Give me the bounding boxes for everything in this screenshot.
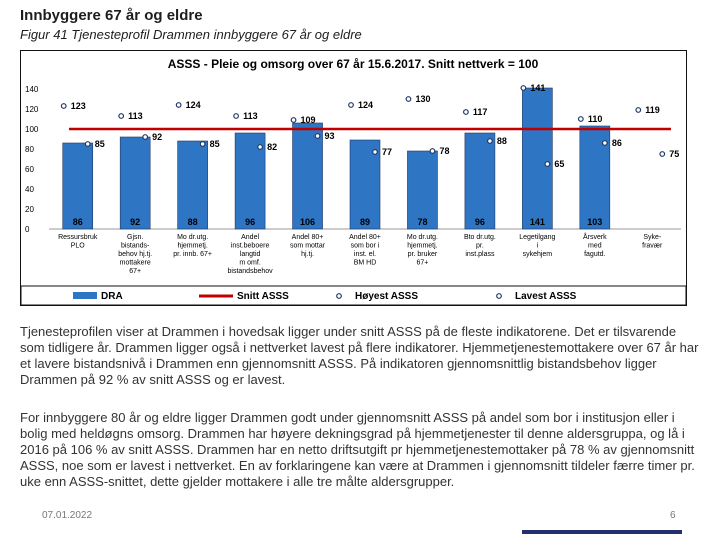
category-label: Andel 80+ som mottar hj.tj. — [290, 234, 326, 258]
highest-marker — [60, 103, 67, 109]
bar-value-label: 103 — [587, 217, 602, 227]
highest-value-label: 109 — [301, 115, 316, 125]
y-tick-label: 0 — [25, 225, 30, 234]
highest-marker — [463, 109, 469, 115]
highest-value-label: 124 — [358, 100, 373, 110]
legend-swatch-highest — [336, 293, 342, 299]
highest-marker — [175, 102, 182, 108]
lowest-value-label: 85 — [210, 139, 220, 149]
bar-value-label: 89 — [360, 217, 370, 227]
highest-value-label: 123 — [71, 101, 86, 111]
highest-value-label: 141 — [530, 83, 545, 93]
category-label: Bto dr.utg. pr. inst.plass — [464, 234, 496, 258]
y-tick-label: 100 — [25, 125, 39, 134]
category-label: Mo dr.utg. hjemmetj. pr. innb. 67+ — [173, 234, 212, 258]
category-label: Ressursbruk PLO — [58, 234, 98, 250]
lowest-marker — [601, 140, 608, 146]
highest-marker — [233, 113, 239, 119]
lowest-marker — [544, 161, 551, 167]
lowest-value-label: 85 — [95, 139, 105, 149]
highest-marker — [520, 85, 527, 91]
bar-value-label: 96 — [245, 217, 255, 227]
bar — [407, 150, 438, 230]
highest-value-label: 113 — [243, 111, 258, 121]
lowest-value-label: 75 — [669, 149, 679, 159]
highest-marker — [290, 117, 297, 123]
lowest-value-label: 92 — [152, 132, 162, 142]
bar-value-label: 106 — [300, 217, 315, 227]
y-tick-label: 140 — [25, 85, 39, 94]
highest-marker — [118, 113, 125, 119]
bar-value-label: 78 — [417, 217, 427, 227]
paragraph-1: Tjenesteprofilen viser at Drammen i hove… — [20, 324, 699, 387]
category-label: Gjsn. bistands-behov hj.tj. mottakere 67+ — [118, 234, 152, 275]
footer-date: 07.01.2022 — [42, 510, 93, 521]
bar — [464, 132, 496, 230]
chart-title: ASSS - Pleie og omsorg over 67 år 15.6.2… — [168, 57, 539, 71]
page-number: 6 — [670, 510, 676, 521]
bar — [177, 140, 208, 230]
bar-value-label: 88 — [188, 217, 198, 227]
y-tick-label: 20 — [25, 205, 34, 214]
category-label: Mo dr.utg. hjemmetj. pr. bruker 67+ — [407, 234, 438, 267]
bar-value-label: 141 — [530, 217, 545, 227]
lowest-value-label: 93 — [325, 131, 335, 141]
lowest-marker — [659, 151, 666, 157]
highest-marker — [577, 116, 584, 122]
lowest-value-label: 78 — [439, 146, 449, 156]
highest-value-label: 110 — [588, 114, 603, 124]
lowest-value-label: 65 — [554, 159, 564, 169]
lowest-marker — [199, 141, 206, 147]
page-heading: Innbyggere 67 år og eldre — [20, 7, 203, 24]
bar — [292, 122, 323, 230]
highest-marker — [635, 107, 642, 113]
legend-label-highest: Høyest ASSS — [355, 291, 418, 302]
highest-value-label: 119 — [645, 105, 660, 115]
highest-value-label: 124 — [186, 100, 201, 110]
category-label: Årsverk med fagutd. — [583, 232, 607, 258]
y-tick-label: 120 — [25, 105, 39, 114]
lowest-marker — [372, 149, 378, 155]
lowest-marker — [487, 138, 493, 144]
y-tick-label: 80 — [25, 145, 34, 154]
legend-swatch-dra — [73, 292, 97, 299]
bar-value-label: 96 — [475, 217, 485, 227]
category-label: Syke-fravær — [642, 234, 663, 250]
bar — [62, 142, 94, 230]
highest-value-label: 130 — [415, 94, 430, 104]
paragraph-2: For innbyggere 80 år og eldre ligger Dra… — [20, 410, 695, 489]
lowest-marker — [314, 133, 321, 139]
highest-marker — [405, 96, 412, 102]
category-label: Andel 80+ som bor i inst. el. BM HD — [349, 234, 381, 267]
lowest-marker — [429, 148, 436, 154]
lowest-marker — [257, 144, 263, 150]
lowest-value-label: 86 — [612, 138, 622, 148]
legend-box — [21, 285, 686, 305]
bar-value-label: 86 — [73, 217, 83, 227]
lowest-value-label: 82 — [267, 142, 277, 152]
y-tick-label: 40 — [25, 185, 34, 194]
lowest-marker — [84, 141, 91, 147]
lowest-marker — [142, 134, 149, 140]
lowest-value-label: 77 — [382, 147, 392, 157]
chart-panel: ASSS - Pleie og omsorg over 67 år 15.6.2… — [20, 50, 687, 306]
legend-label-lowest: Lavest ASSS — [515, 291, 577, 302]
legend-swatch-lowest — [496, 293, 502, 299]
lowest-value-label: 88 — [497, 136, 507, 146]
service-profile-chart: ASSS - Pleie og omsorg over 67 år 15.6.2… — [21, 57, 686, 305]
legend-label-average: Snitt ASSS — [237, 291, 289, 302]
figure-caption: Figur 41 Tjenesteprofil Drammen innbygge… — [20, 27, 362, 42]
footer-accent-bar — [522, 530, 682, 534]
bar-value-label: 92 — [130, 217, 140, 227]
highest-marker — [348, 102, 354, 108]
highest-value-label: 113 — [128, 111, 143, 121]
category-label: Andel inst.beboere langtid m omf. bistandsbe… — [228, 234, 274, 275]
category-label: Legetilgang i sykehjem — [519, 234, 555, 258]
bar — [522, 87, 553, 230]
y-tick-label: 60 — [25, 165, 34, 174]
highest-value-label: 117 — [473, 107, 488, 117]
legend-label-dra: DRA — [101, 291, 123, 302]
bar — [119, 136, 151, 230]
